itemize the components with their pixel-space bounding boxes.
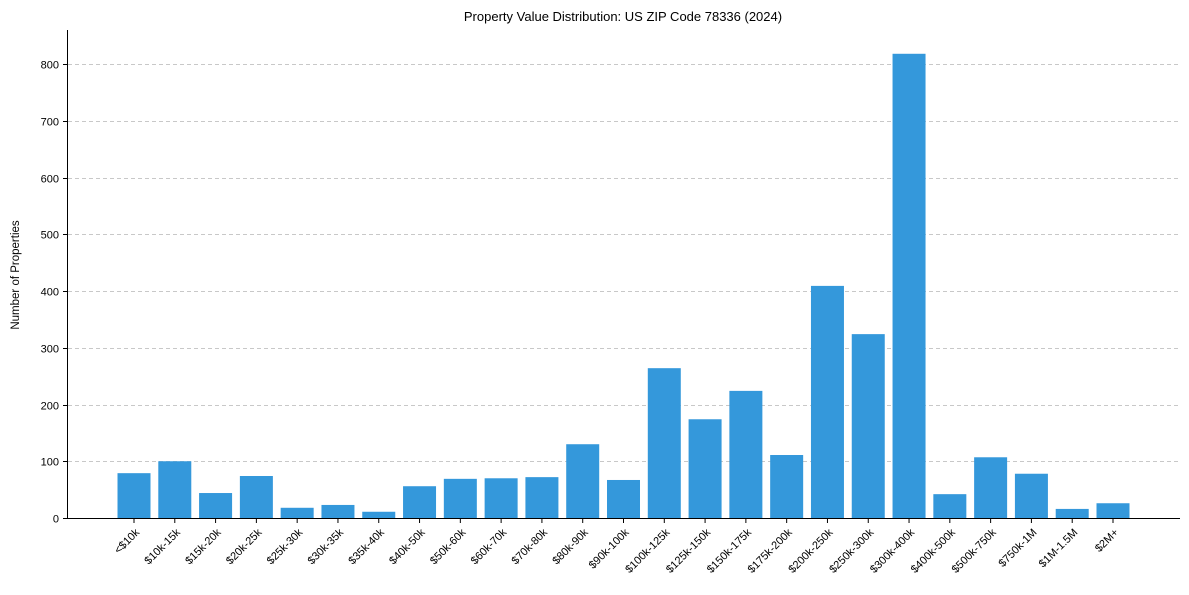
x-tick-label: $15k-20k — [183, 526, 224, 567]
x-tick-label: $60k-70k — [469, 526, 510, 567]
bar — [607, 479, 640, 518]
x-tick-label: $30k-35k — [306, 526, 347, 567]
bar — [239, 476, 273, 518]
bar — [362, 511, 396, 518]
x-tick-label: $750k-1M — [996, 527, 1039, 570]
bar — [484, 478, 518, 518]
bar — [688, 419, 722, 518]
x-tick-label: $1M-1.5M — [1037, 527, 1081, 571]
y-tick-label: 400 — [41, 287, 59, 299]
y-tick-label: 100 — [41, 457, 59, 469]
bar — [933, 494, 967, 518]
bar — [729, 390, 763, 518]
bar — [1055, 508, 1089, 518]
y-tick-label: 0 — [53, 514, 59, 526]
x-tick-label: $35k-40k — [346, 526, 387, 567]
bar — [974, 457, 1008, 518]
bar — [851, 334, 885, 518]
y-axis-label: Number of Properties — [10, 220, 22, 330]
bar — [892, 53, 926, 518]
y-tick-label: 800 — [41, 60, 59, 72]
x-tick-label: $10k-15k — [142, 526, 183, 567]
y-tick-label: 200 — [41, 401, 59, 413]
bar — [1014, 473, 1048, 518]
bar — [117, 473, 151, 518]
y-tick-label: 300 — [41, 344, 59, 356]
bar — [403, 486, 437, 518]
bar — [566, 444, 600, 518]
y-tick-label: 500 — [41, 230, 59, 242]
x-tick-label: $70k-80k — [510, 526, 551, 567]
bar — [1096, 503, 1130, 518]
chart-title: Property Value Distribution: US ZIP Code… — [464, 9, 782, 24]
x-tick-label: $500k-750k — [950, 526, 999, 575]
bar — [280, 507, 314, 518]
x-tick-label: $25k-30k — [265, 526, 306, 567]
bar — [525, 477, 559, 518]
x-tick-label: $80k-90k — [550, 526, 591, 567]
y-tick-label: 700 — [41, 117, 59, 129]
x-tick-label: $20k-25k — [224, 526, 265, 567]
x-tick-label: $50k-60k — [428, 526, 469, 567]
bar — [158, 461, 192, 518]
x-tick-label: <$10k — [112, 526, 142, 556]
bar — [321, 504, 355, 518]
bar — [770, 455, 804, 518]
bar — [647, 368, 681, 518]
bar — [810, 285, 844, 518]
bar — [443, 478, 477, 518]
x-tick-label: $2M+ — [1093, 527, 1121, 555]
bar — [199, 493, 233, 518]
y-tick-label: 600 — [41, 174, 59, 186]
x-tick-label: $40k-50k — [387, 526, 428, 567]
